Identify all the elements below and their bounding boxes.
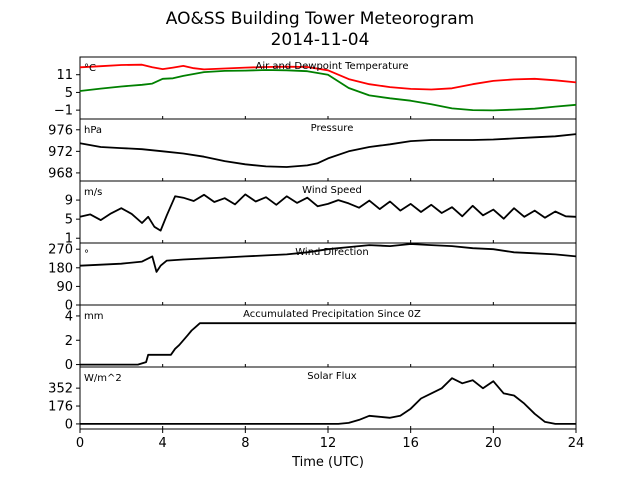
x-axis: 0 4 8 12 16 20 24 — [76, 429, 584, 451]
y-tick-label: 352 — [48, 382, 73, 397]
panel-unit-label: mm — [84, 311, 103, 322]
x-tick-label: 16 — [402, 436, 419, 451]
y-tick-label: 11 — [56, 68, 73, 83]
panel-unit-label: °C — [84, 63, 96, 74]
panel-unit-label: hPa — [84, 125, 102, 136]
y-tick-label: 0 — [65, 417, 73, 432]
panels-group: −1 5 11 °C Air and Dewpoint Temperature 968 97… — [48, 56, 577, 432]
panel-3: 0 90 180 270 ° Wind Direction — [48, 242, 577, 314]
panel-1: 968 972 976 hPa Pressure — [48, 118, 577, 182]
y-tick-label: 0 — [65, 299, 73, 314]
y-tick-label: 180 — [48, 261, 73, 276]
x-tick-label: 12 — [320, 436, 337, 451]
series-line-1 — [79, 69, 577, 112]
y-tick-label: 968 — [48, 166, 73, 181]
y-tick-label: −1 — [54, 104, 73, 119]
panel-unit-label: m/s — [84, 187, 102, 198]
y-tick-label: 176 — [48, 400, 73, 415]
y-tick-label: 2 — [65, 334, 73, 349]
series-line-0 — [79, 133, 577, 168]
panel-title: Air and Dewpoint Temperature — [256, 61, 409, 72]
series-line-0 — [80, 377, 576, 425]
panel-5: 0 176 352 W/m^2 Solar Flux — [48, 366, 577, 432]
panel-0: −1 5 11 °C Air and Dewpoint Temperature — [54, 56, 577, 120]
x-tick-label: 24 — [568, 436, 585, 451]
y-tick-label: 5 — [65, 86, 73, 101]
y-tick-label: 5 — [65, 213, 73, 228]
panel-4: 0 2 4 mm Accumulated Precipitation Since 0Z — [65, 304, 577, 373]
panel-unit-label: ° — [84, 249, 89, 260]
y-tick-label: 1 — [65, 232, 73, 247]
figure-title-line2: 2014-11-04 — [271, 30, 370, 50]
panel-title: Accumulated Precipitation Since 0Z — [243, 309, 421, 320]
panel-title: Pressure — [311, 123, 354, 134]
y-tick-label: 9 — [65, 194, 73, 209]
y-tick-label: 972 — [48, 145, 73, 160]
x-tick-label: 8 — [241, 436, 249, 451]
series-line-0 — [80, 322, 576, 366]
y-tick-label: 976 — [48, 123, 73, 138]
y-tick-label: 0 — [65, 358, 73, 373]
x-tick-label: 0 — [76, 436, 84, 451]
series-line-0 — [79, 193, 577, 232]
x-axis-label: Time (UTC) — [291, 455, 364, 470]
panel-unit-label: W/m^2 — [84, 373, 122, 384]
figure-title-line1: AO&SS Building Tower Meteorogram — [166, 9, 474, 29]
x-tick-label: 4 — [159, 436, 167, 451]
x-tick-label: 20 — [485, 436, 502, 451]
panel-2: 1 5 9 m/s Wind Speed — [65, 180, 577, 247]
series-line-0 — [79, 63, 577, 91]
panel-title: Solar Flux — [307, 371, 357, 382]
y-tick-label: 4 — [65, 309, 73, 324]
y-tick-label: 90 — [56, 280, 73, 295]
panel-title: Wind Direction — [295, 247, 369, 258]
series-line-0 — [79, 243, 577, 273]
panel-title: Wind Speed — [302, 185, 362, 196]
y-tick-label: 270 — [48, 243, 73, 258]
